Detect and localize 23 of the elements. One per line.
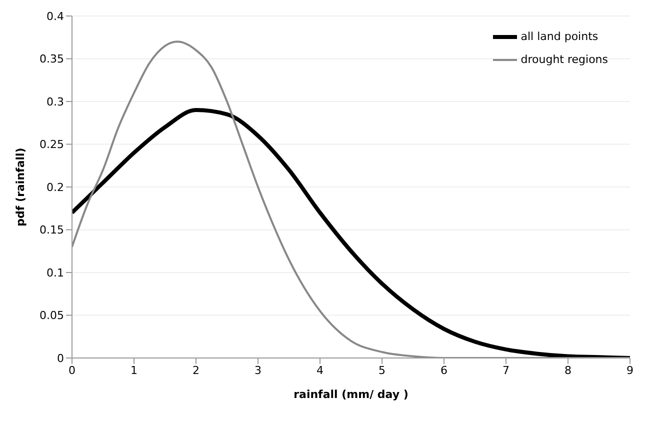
x-tick-label: 5: [378, 364, 386, 377]
y-tick-label: 0.4: [46, 10, 64, 23]
x-tick-label: 6: [440, 364, 448, 377]
legend-label: drought regions: [520, 53, 608, 66]
y-axis-title: pdf (rainfall): [14, 148, 27, 226]
x-tick-label: 3: [254, 364, 262, 377]
y-tick-label: 0.15: [40, 224, 64, 237]
x-tick-label: 9: [626, 364, 634, 377]
y-tick-label: 0.05: [40, 309, 64, 322]
x-tick-label: 2: [192, 364, 200, 377]
legend-label: all land points: [520, 30, 598, 43]
y-tick-label: 0.2: [46, 180, 64, 194]
x-tick-label: 8: [564, 364, 572, 377]
y-tick-label: 0.3: [46, 95, 64, 108]
y-tick-label: 0: [57, 352, 64, 365]
y-tick-label: 0.35: [40, 52, 64, 66]
x-axis-title: rainfall (mm/ day ): [294, 388, 408, 401]
x-tick-label: 7: [502, 364, 510, 377]
x-tick-label: 1: [130, 364, 138, 377]
y-tick-label: 0.25: [40, 138, 64, 152]
y-tick-label: 0.1: [46, 266, 64, 280]
x-tick-label: 0: [68, 364, 76, 377]
x-tick-label: 4: [316, 364, 324, 377]
